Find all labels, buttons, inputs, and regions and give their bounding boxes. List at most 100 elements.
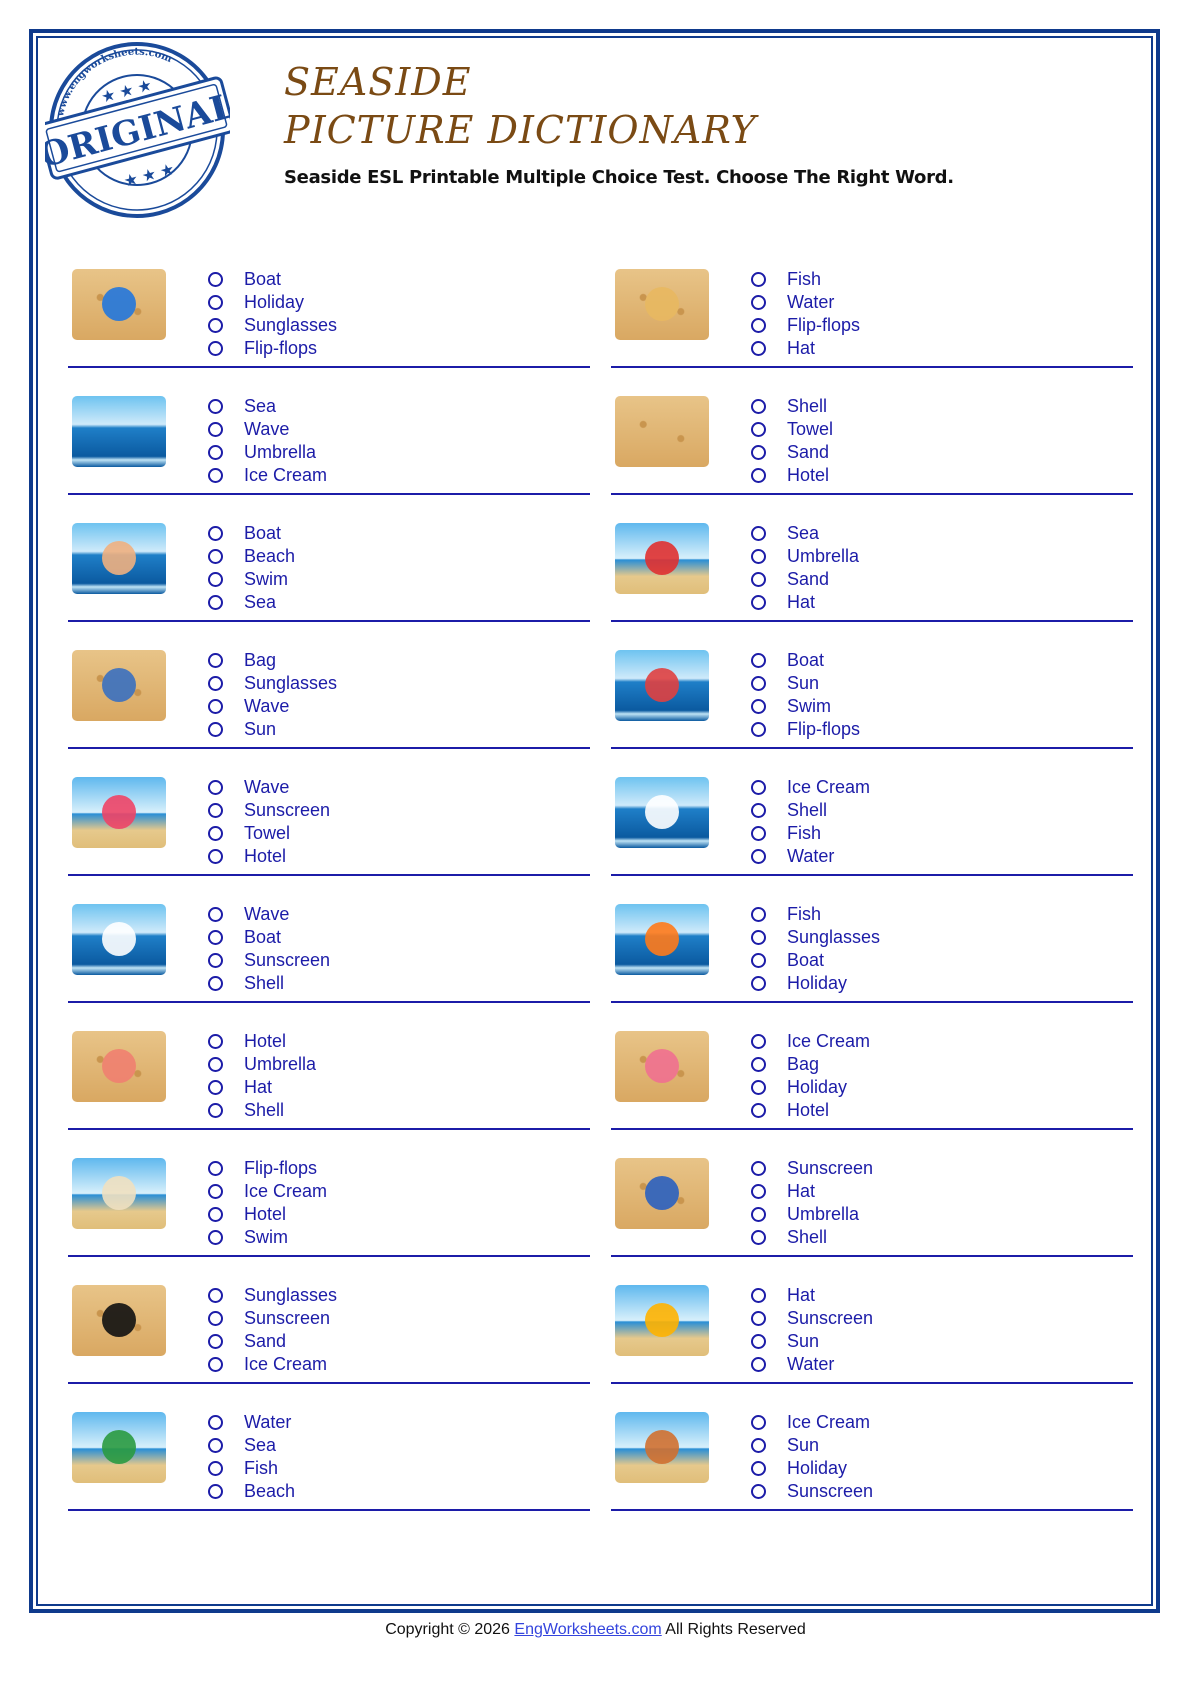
answer-option[interactable]: Shell (208, 1100, 512, 1120)
radio-button[interactable] (751, 907, 766, 922)
answer-option[interactable]: Water (751, 292, 1055, 312)
answer-option[interactable]: Swim (208, 569, 512, 589)
answer-option[interactable]: Ice Cream (751, 777, 1055, 797)
answer-option[interactable]: Flip-flops (208, 338, 512, 358)
radio-button[interactable] (751, 976, 766, 991)
answer-option[interactable]: Hotel (208, 846, 512, 866)
answer-option[interactable]: Bag (208, 650, 512, 670)
answer-option[interactable]: Boat (208, 523, 512, 543)
answer-option[interactable]: Wave (208, 696, 512, 716)
radio-button[interactable] (751, 953, 766, 968)
radio-button[interactable] (751, 445, 766, 460)
radio-button[interactable] (208, 780, 223, 795)
radio-button[interactable] (751, 803, 766, 818)
radio-button[interactable] (208, 526, 223, 541)
engworksheets-link[interactable]: EngWorksheets.com (514, 1621, 662, 1638)
radio-button[interactable] (208, 699, 223, 714)
radio-button[interactable] (751, 1415, 766, 1430)
answer-option[interactable]: Fish (751, 904, 1055, 924)
radio-button[interactable] (208, 422, 223, 437)
radio-button[interactable] (751, 826, 766, 841)
radio-button[interactable] (208, 1057, 223, 1072)
answer-option[interactable]: Hat (751, 338, 1055, 358)
answer-option[interactable]: Boat (751, 950, 1055, 970)
radio-button[interactable] (208, 1438, 223, 1453)
answer-option[interactable]: Sunscreen (751, 1481, 1055, 1501)
answer-option[interactable]: Sun (751, 673, 1055, 693)
radio-button[interactable] (208, 595, 223, 610)
radio-button[interactable] (751, 1161, 766, 1176)
answer-option[interactable]: Flip-flops (208, 1158, 512, 1178)
radio-button[interactable] (751, 699, 766, 714)
answer-option[interactable]: Fish (208, 1458, 512, 1478)
radio-button[interactable] (208, 976, 223, 991)
radio-button[interactable] (208, 1334, 223, 1349)
answer-option[interactable]: Sunscreen (208, 800, 512, 820)
radio-button[interactable] (751, 1311, 766, 1326)
answer-option[interactable]: Shell (751, 396, 1055, 416)
radio-button[interactable] (751, 526, 766, 541)
answer-option[interactable]: Sunglasses (208, 315, 512, 335)
radio-button[interactable] (208, 1288, 223, 1303)
answer-option[interactable]: Swim (751, 696, 1055, 716)
answer-option[interactable]: Boat (751, 650, 1055, 670)
answer-option[interactable]: Wave (208, 904, 512, 924)
radio-button[interactable] (208, 1184, 223, 1199)
answer-option[interactable]: Towel (208, 823, 512, 843)
answer-option[interactable]: Water (208, 1412, 512, 1432)
answer-option[interactable]: Beach (208, 1481, 512, 1501)
radio-button[interactable] (751, 295, 766, 310)
answer-option[interactable]: Flip-flops (751, 315, 1055, 335)
answer-option[interactable]: Sea (208, 396, 512, 416)
radio-button[interactable] (751, 1288, 766, 1303)
answer-option[interactable]: Hotel (208, 1031, 512, 1051)
radio-button[interactable] (751, 1034, 766, 1049)
answer-option[interactable]: Ice Cream (751, 1412, 1055, 1432)
radio-button[interactable] (751, 780, 766, 795)
radio-button[interactable] (751, 849, 766, 864)
answer-option[interactable]: Sunglasses (751, 927, 1055, 947)
radio-button[interactable] (208, 445, 223, 460)
answer-option[interactable]: Sea (751, 523, 1055, 543)
answer-option[interactable]: Umbrella (208, 442, 512, 462)
answer-option[interactable]: Holiday (751, 1458, 1055, 1478)
answer-option[interactable]: Hotel (208, 1204, 512, 1224)
radio-button[interactable] (751, 1484, 766, 1499)
answer-option[interactable]: Umbrella (208, 1054, 512, 1074)
answer-option[interactable]: Hat (751, 592, 1055, 612)
answer-option[interactable]: Hotel (751, 1100, 1055, 1120)
radio-button[interactable] (751, 676, 766, 691)
radio-button[interactable] (751, 930, 766, 945)
answer-option[interactable]: Flip-flops (751, 719, 1055, 739)
radio-button[interactable] (751, 1334, 766, 1349)
radio-button[interactable] (751, 722, 766, 737)
radio-button[interactable] (208, 572, 223, 587)
answer-option[interactable]: Sun (751, 1435, 1055, 1455)
radio-button[interactable] (208, 468, 223, 483)
radio-button[interactable] (751, 1184, 766, 1199)
answer-option[interactable]: Towel (751, 419, 1055, 439)
answer-option[interactable]: Sunglasses (208, 1285, 512, 1305)
answer-option[interactable]: Sunscreen (751, 1158, 1055, 1178)
radio-button[interactable] (208, 907, 223, 922)
radio-button[interactable] (751, 1230, 766, 1245)
radio-button[interactable] (208, 1230, 223, 1245)
answer-option[interactable]: Hat (208, 1077, 512, 1097)
answer-option[interactable]: Ice Cream (751, 1031, 1055, 1051)
radio-button[interactable] (208, 1311, 223, 1326)
answer-option[interactable]: Ice Cream (208, 465, 512, 485)
radio-button[interactable] (208, 318, 223, 333)
radio-button[interactable] (208, 653, 223, 668)
radio-button[interactable] (751, 595, 766, 610)
radio-button[interactable] (751, 272, 766, 287)
radio-button[interactable] (208, 399, 223, 414)
radio-button[interactable] (751, 318, 766, 333)
answer-option[interactable]: Fish (751, 823, 1055, 843)
radio-button[interactable] (751, 1080, 766, 1095)
radio-button[interactable] (208, 1034, 223, 1049)
answer-option[interactable]: Hotel (751, 465, 1055, 485)
answer-option[interactable]: Umbrella (751, 546, 1055, 566)
radio-button[interactable] (208, 272, 223, 287)
radio-button[interactable] (751, 399, 766, 414)
radio-button[interactable] (751, 572, 766, 587)
